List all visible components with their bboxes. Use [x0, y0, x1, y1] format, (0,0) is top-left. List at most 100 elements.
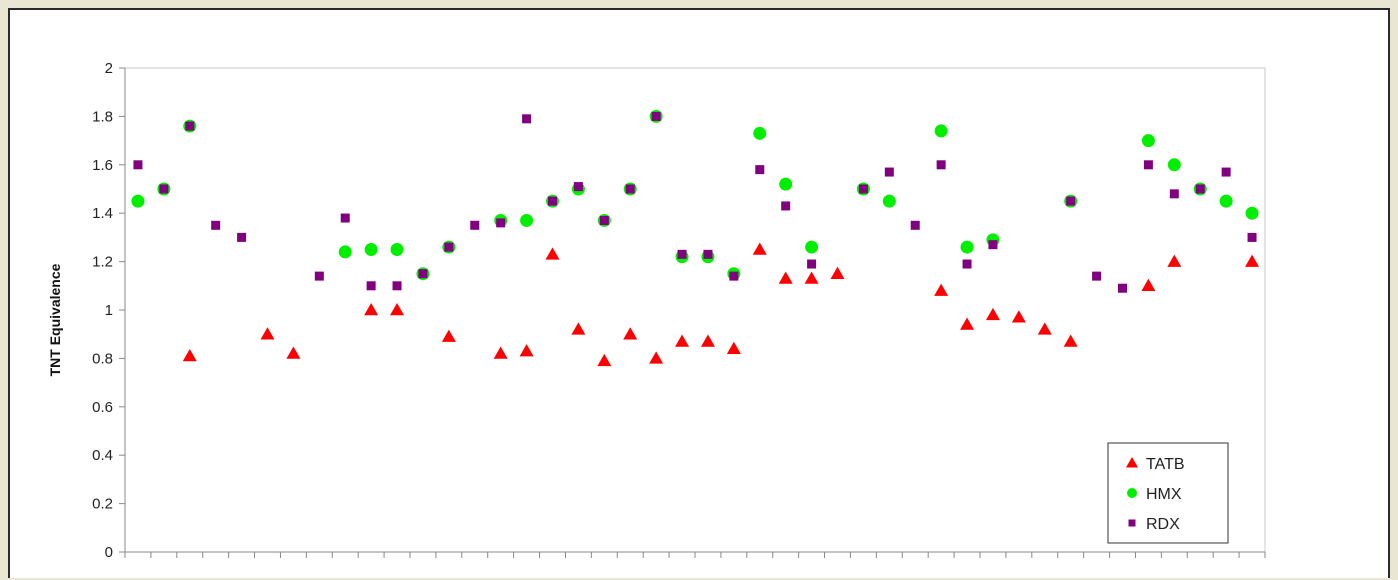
hmx-point: [753, 126, 767, 140]
legend-label-hmx: HMX: [1146, 486, 1182, 503]
tatb-point: [286, 346, 301, 359]
rdx-point: [910, 220, 920, 230]
y-axis-label: TNT Equivalence: [47, 263, 63, 376]
rdx-point: [314, 271, 324, 281]
rdx-point: [858, 184, 868, 194]
y-tick-label: 1.8: [92, 108, 113, 125]
tatb-point: [1141, 278, 1156, 292]
rdx-point: [703, 249, 713, 259]
tatb-point: [960, 317, 975, 330]
tatb-point: [700, 334, 715, 347]
rdx-point: [807, 259, 817, 269]
tatb-point: [1063, 334, 1078, 347]
tatb-point: [1245, 254, 1260, 267]
legend-marker-hmx: [1127, 488, 1137, 498]
hmx-point: [1245, 206, 1259, 220]
tatb-point: [390, 303, 405, 316]
tatb-point: [1167, 254, 1182, 267]
tatb-point: [830, 266, 845, 279]
tatb-point: [985, 307, 1000, 321]
tatb-point: [519, 344, 534, 357]
legend-marker-tatb: [1126, 457, 1138, 468]
tatb-point: [726, 341, 741, 354]
data-marks: [131, 109, 1260, 367]
y-tick-label: 0.4: [92, 447, 113, 464]
rdx-point: [988, 240, 998, 250]
hmx-point: [1167, 158, 1181, 172]
rdx-point: [755, 165, 765, 175]
hmx-point: [338, 245, 352, 259]
rdx-point: [729, 271, 739, 281]
rdx-point: [211, 220, 221, 230]
rdx-point: [548, 196, 557, 206]
rdx-point: [366, 281, 376, 291]
hmx-point: [779, 177, 793, 191]
y-tick-label: 0.8: [92, 350, 113, 367]
y-tick-label: 0.6: [92, 399, 113, 416]
y-tick-label: 1.4: [92, 205, 113, 222]
rdx-point: [781, 201, 791, 211]
tatb-point: [804, 271, 819, 284]
y-tick-label: 1.6: [92, 157, 113, 174]
rdx-point: [599, 215, 609, 225]
tatb-point: [493, 346, 508, 359]
rdx-point: [962, 259, 972, 269]
rdx-point: [159, 184, 169, 194]
rdx-point: [1066, 196, 1076, 206]
rdx-point: [651, 111, 661, 121]
rdx-point: [677, 249, 687, 259]
tatb-point: [649, 351, 664, 364]
hmx-point: [364, 243, 378, 256]
tatb-point: [597, 353, 612, 367]
hmx-point: [882, 194, 896, 208]
rdx-point: [573, 182, 583, 192]
series-hmx: [131, 109, 1259, 281]
legend-label-tatb: TATB: [1146, 456, 1185, 473]
rdx-point: [1247, 232, 1257, 242]
tatb-point: [364, 303, 379, 316]
hmx-point: [390, 243, 404, 256]
tatb-point: [934, 283, 949, 296]
rdx-point: [1221, 167, 1231, 177]
rdx-point: [1169, 189, 1179, 199]
tatb-point: [545, 247, 560, 260]
rdx-point: [392, 281, 402, 291]
hmx-point: [1219, 194, 1233, 208]
tatb-point: [182, 348, 197, 362]
tatb-point: [260, 327, 275, 340]
y-tick-label: 0.2: [92, 496, 113, 513]
tatb-point: [675, 334, 690, 347]
series-rdx: [133, 111, 1257, 293]
axes: 0 0.2 0.4 0.6 0.8 1 1.2 1.4 1.6 1.8 2: [92, 60, 1266, 561]
tatb-point: [778, 271, 793, 284]
hmx-point: [520, 213, 534, 227]
rdx-point: [1092, 271, 1102, 281]
y-tick-label: 0: [105, 544, 113, 561]
y-tick-label: 2: [105, 60, 113, 77]
tatb-point: [441, 329, 456, 342]
y-tick-label: 1.2: [92, 254, 113, 271]
rdx-point: [133, 160, 143, 170]
tatb-point: [1037, 322, 1052, 335]
tatb-point: [623, 327, 638, 340]
legend-label-rdx: RDX: [1146, 516, 1180, 533]
rdx-point: [522, 114, 532, 124]
rdx-point: [936, 160, 946, 170]
hmx-point: [805, 240, 819, 254]
rdx-point: [1143, 160, 1153, 170]
tatb-point: [1011, 310, 1026, 323]
rdx-point: [237, 232, 247, 242]
hmx-point: [131, 194, 145, 208]
tatb-point: [752, 242, 767, 255]
rdx-point: [470, 220, 480, 230]
rdx-point: [625, 184, 635, 194]
plot-area-border: [124, 67, 1266, 553]
rdx-point: [496, 218, 506, 228]
series-tatb: [182, 242, 1260, 367]
hmx-point: [1141, 134, 1155, 148]
hmx-point: [934, 124, 948, 138]
legend-marker-rdx: [1128, 519, 1136, 527]
chart-frame: 0 0.2 0.4 0.6 0.8 1 1.2 1.4 1.6 1.8 2 TNT Equivale…: [8, 8, 1390, 578]
legend: TATB HMX RDX: [1107, 442, 1229, 544]
rdx-point: [1195, 184, 1205, 194]
